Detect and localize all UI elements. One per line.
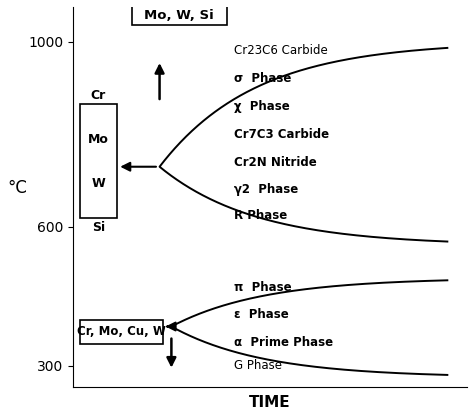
FancyBboxPatch shape	[132, 6, 227, 25]
Text: σ  Phase: σ Phase	[235, 72, 292, 85]
FancyBboxPatch shape	[80, 319, 163, 344]
Text: χ  Phase: χ Phase	[235, 100, 290, 113]
Text: R Phase: R Phase	[235, 209, 288, 222]
Text: Cr, Mo, Cu, W: Cr, Mo, Cu, W	[77, 325, 166, 338]
Text: Mo, W, Si: Mo, W, Si	[145, 9, 214, 22]
Text: ε  Phase: ε Phase	[235, 309, 289, 322]
Text: G Phase: G Phase	[235, 359, 283, 372]
Text: α  Prime Phase: α Prime Phase	[235, 336, 334, 349]
Text: γ2  Phase: γ2 Phase	[235, 183, 299, 196]
Y-axis label: °C: °C	[7, 179, 27, 197]
Text: Cr23C6 Carbide: Cr23C6 Carbide	[235, 45, 328, 58]
Text: Cr2N Nitride: Cr2N Nitride	[235, 156, 317, 168]
Text: π  Phase: π Phase	[235, 281, 292, 294]
FancyBboxPatch shape	[80, 104, 118, 218]
Text: Cr

Mo

W

Si: Cr Mo W Si	[88, 89, 109, 234]
Text: Cr7C3 Carbide: Cr7C3 Carbide	[235, 128, 329, 141]
X-axis label: TIME: TIME	[249, 395, 291, 410]
